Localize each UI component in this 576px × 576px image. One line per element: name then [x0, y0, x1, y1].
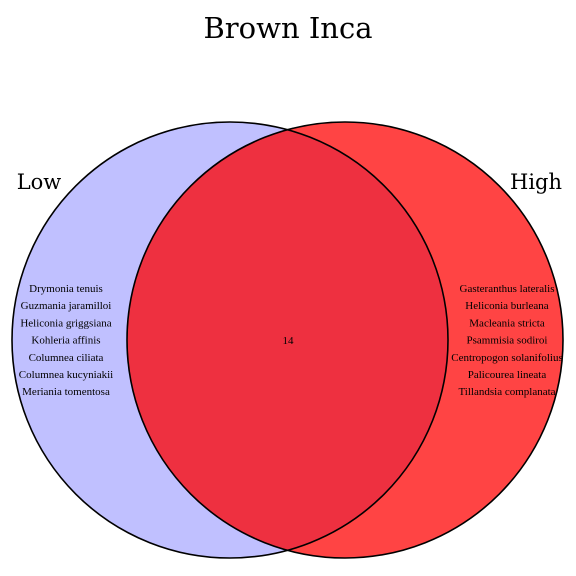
set-low-outline	[11, 121, 449, 559]
region-item: Psammisia sodiroi	[467, 335, 548, 347]
region-item: Macleania stricta	[469, 317, 545, 329]
set-high-outline	[126, 121, 564, 559]
region-item: Meriania tomentosa	[22, 386, 110, 398]
low-only-items: Drymonia tenuis Guzmania jaramilloi Helico…	[19, 283, 113, 398]
set-label-high: High	[510, 170, 562, 194]
set-label-low: Low	[17, 170, 62, 194]
intersection-count: 14	[283, 335, 295, 347]
region-item: Gasteranthus lateralis	[460, 283, 555, 295]
region-item: Kohleria affinis	[31, 335, 100, 347]
overlap-region	[127, 122, 448, 558]
region-item: Heliconia griggsiana	[20, 317, 111, 329]
region-item: Heliconia burleana	[465, 300, 548, 312]
region-item: Palicourea lineata	[468, 369, 547, 381]
region-item: Columnea kucyniakii	[19, 369, 113, 381]
region-item: Columnea ciliata	[29, 352, 104, 364]
region-item: Guzmania jaramilloi	[21, 300, 112, 312]
high-only-items: Gasteranthus lateralis Heliconia burleana…	[451, 283, 563, 398]
region-item: Centropogon solanifolius	[451, 352, 563, 364]
diagram-title: Brown Inca	[203, 11, 372, 45]
region-item: Tillandsia complanata	[458, 386, 555, 398]
region-item: Drymonia tenuis	[29, 283, 103, 295]
